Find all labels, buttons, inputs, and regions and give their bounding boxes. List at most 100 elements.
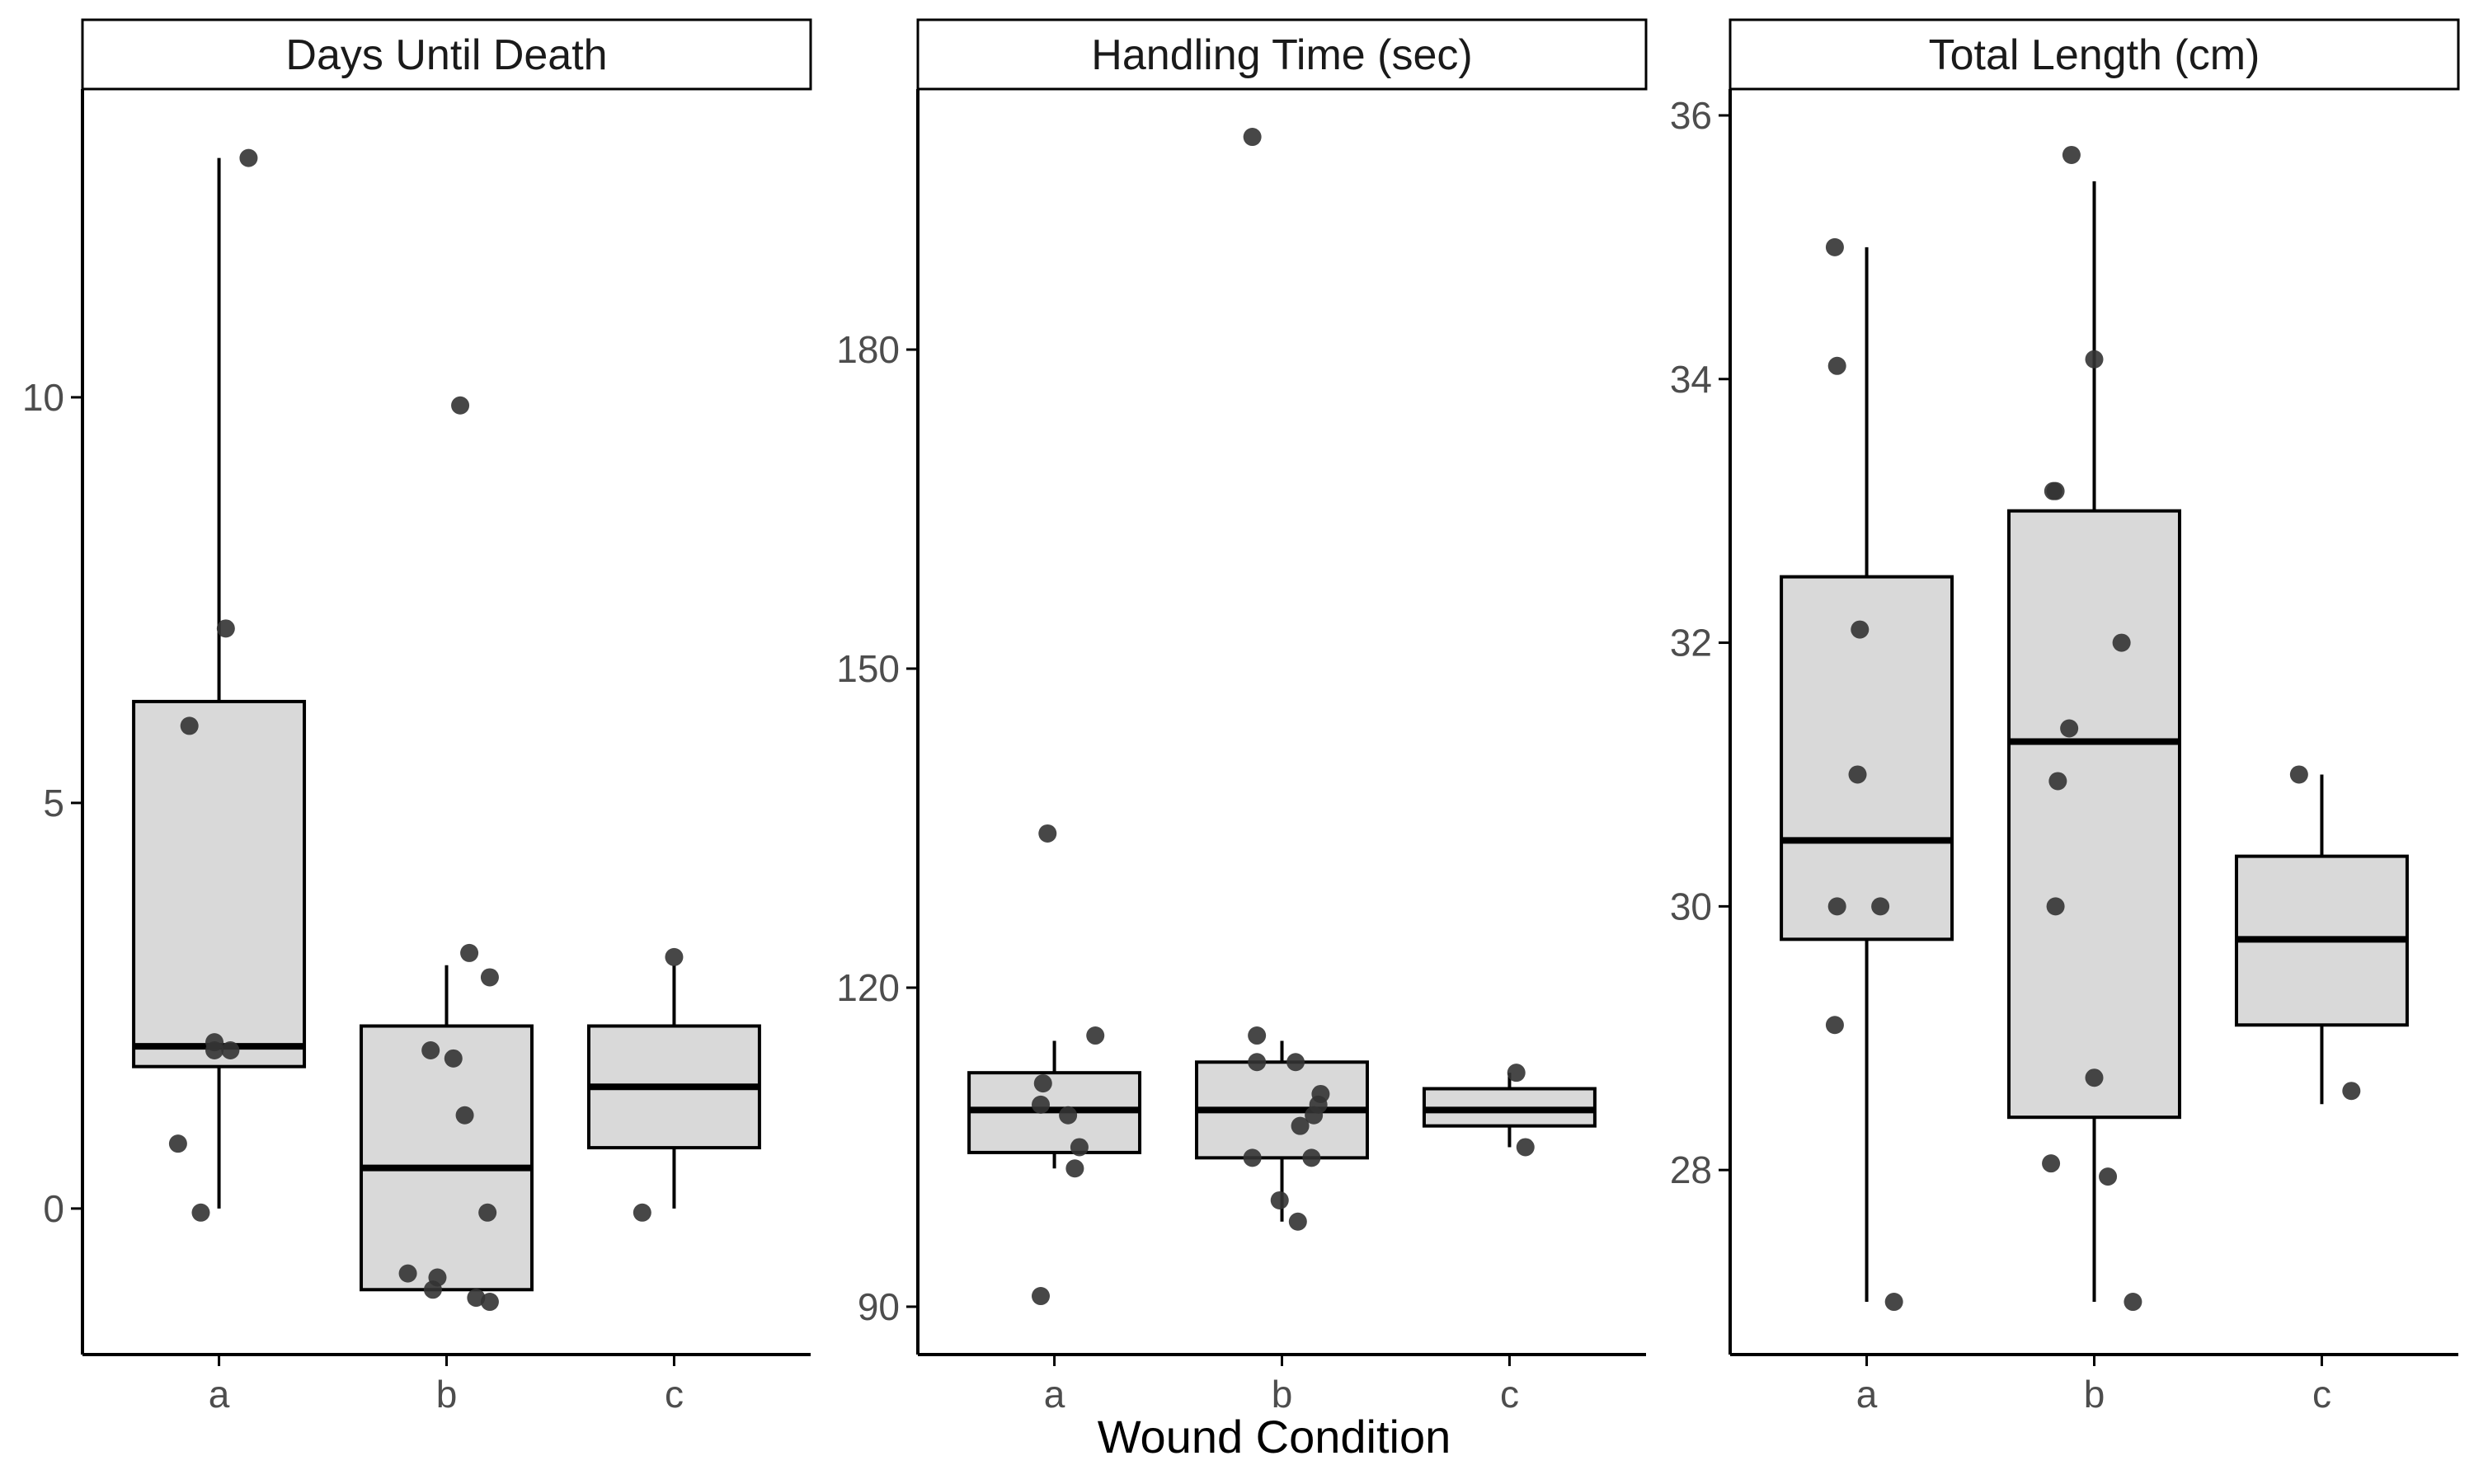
facet-panel-1: Days Until Death 0 5 10 a b c [22,18,812,1416]
data-point-b [1270,1190,1289,1209]
data-point-b [2044,481,2062,500]
data-point-b [2124,1293,2142,1312]
box-iqr [360,1024,534,1292]
facet-panel-3: Total Length (cm) 28 30 32 34 36 a b c [1670,18,2460,1416]
box-c [1422,1073,1597,1148]
data-point-a [205,1041,224,1060]
strip-title: Handling Time (sec) [1091,31,1472,79]
data-point-b [480,968,499,987]
data-point-b [460,943,479,962]
strip-box [916,18,1648,91]
y-tick-label: 32 [1670,622,1712,665]
data-point-a [191,1203,210,1222]
data-point-a [1884,1293,1903,1312]
x-tick-label: a [209,1373,230,1416]
data-point-b [1248,1053,1267,1072]
x-tick-label: b [436,1373,458,1416]
y-tick-label: 90 [858,1285,900,1328]
x-tick-label: c [1500,1373,1519,1416]
y-tick-label: 180 [836,328,900,371]
data-point-c [1516,1138,1535,1157]
data-point-b [1305,1106,1324,1125]
y-tick-label: 150 [836,647,900,690]
data-point-b [2112,633,2131,652]
data-point-a [1871,897,1890,916]
data-point-b [1243,1148,1262,1167]
data-point-b [478,1203,497,1222]
data-point-b [421,1041,440,1060]
data-point-c [2289,765,2308,784]
y-tick-label: 30 [1670,885,1712,928]
data-point-b [423,1280,442,1299]
box-iqr [132,699,307,1068]
data-point-b [2085,350,2104,369]
data-point-b [1248,1026,1267,1045]
data-point-a [1032,1095,1051,1114]
y-tick-label: 0 [43,1187,64,1230]
data-point-c [1507,1064,1526,1082]
box-iqr [1780,575,1954,942]
data-point-b [2085,1068,2104,1087]
data-point-a [1059,1106,1078,1125]
data-point-b [2048,772,2067,791]
box-c [586,965,761,1209]
data-point-b [451,396,470,415]
facet-panel-2: Handling Time (sec) 90 120 150 180 a b c [836,18,1648,1416]
x-axis-label: Wound Condition [1098,1411,1451,1463]
data-point-b [2099,1167,2118,1186]
x-tick-label: c [665,1373,684,1416]
box-b [2007,181,2181,1303]
strip-title: Days Until Death [285,31,607,79]
data-point-a [1065,1159,1084,1178]
y-tick-label: 120 [836,966,900,1009]
data-point-a [221,1041,240,1060]
strip-title: Total Length (cm) [1929,31,2260,79]
data-point-a [1038,824,1057,843]
box-iqr [2007,509,2181,1120]
y-tick-label: 34 [1670,358,1712,401]
box-b [360,965,534,1292]
data-point-b [1291,1116,1310,1135]
data-point-b [398,1264,417,1283]
data-point-a [1827,897,1846,916]
y-tick-label: 36 [1670,94,1712,137]
data-point-b [2062,145,2081,164]
x-tick-label: c [2312,1373,2331,1416]
data-point-b [2060,719,2079,738]
data-point-b [1288,1212,1307,1231]
data-point-a [216,619,235,638]
data-point-b [444,1049,463,1068]
data-point-b [1286,1053,1305,1072]
y-tick-label: 28 [1670,1148,1712,1191]
data-point-a [1086,1026,1105,1045]
strip-box [81,18,812,91]
data-point-a [168,1134,187,1153]
x-tick-label: a [1044,1373,1065,1416]
y-tick-label: 5 [43,782,64,824]
data-point-a [1825,1016,1844,1035]
x-tick-label: a [1856,1373,1878,1416]
data-point-a [1848,765,1867,784]
data-point-a [239,148,258,167]
x-tick-label: b [1272,1373,1293,1416]
data-point-b [480,1293,499,1312]
data-point-a [1851,620,1870,639]
data-point-a [1827,356,1846,375]
data-point-a [1825,237,1844,256]
data-point-a [1070,1138,1089,1157]
data-point-b [2042,1154,2061,1173]
data-point-b [1302,1148,1321,1167]
data-point-b [467,1289,486,1308]
box-b [1195,1040,1369,1222]
box-a [967,1040,1142,1169]
data-point-b [455,1106,474,1125]
data-point-c [665,947,684,966]
data-point-c [2342,1082,2361,1101]
data-point-b [2046,897,2065,916]
strip-box [1729,18,2460,91]
data-point-a [1032,1287,1051,1306]
x-tick-label: b [2084,1373,2105,1416]
data-point-a [180,716,199,735]
